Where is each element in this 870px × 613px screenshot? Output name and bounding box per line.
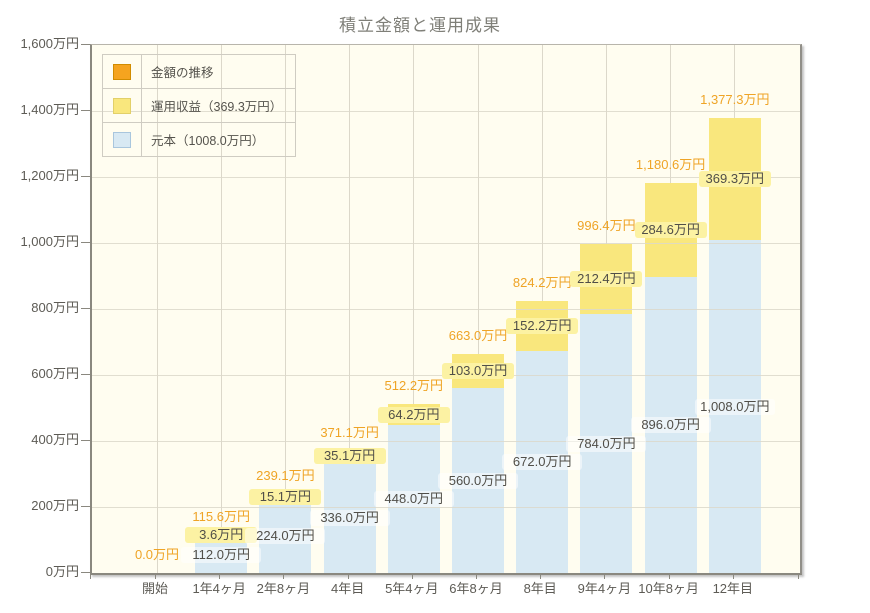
plot-area: 0.0万円 115.6万円 3.6万円 112.0万円 239.1万円 15.1万円 224… bbox=[90, 44, 802, 575]
x-axis-label: 12年目 bbox=[712, 581, 754, 596]
legend-swatch-cell bbox=[103, 89, 142, 122]
legend-swatch-cell bbox=[103, 55, 142, 88]
x-axis-label: 開始 bbox=[141, 581, 168, 596]
principal-value-label: 336.0万円 bbox=[309, 509, 390, 526]
y-axis-tick bbox=[81, 43, 90, 45]
y-axis-label: 400万円 bbox=[31, 432, 79, 447]
x-axis-label: 10年8ヶ月 bbox=[638, 581, 699, 596]
h-gridline bbox=[92, 111, 800, 112]
profit-value-label: 35.1万円 bbox=[313, 448, 386, 465]
legend-row: 運用収益（369.3万円） bbox=[103, 89, 295, 123]
profit-value-label: 103.0万円 bbox=[442, 363, 514, 380]
y-axis-label: 1,000万円 bbox=[20, 234, 79, 249]
y-axis-label: 1,600万円 bbox=[20, 36, 79, 51]
x-axis-tick bbox=[668, 574, 670, 579]
legend: 金額の推移運用収益（369.3万円） 元本（1008.0万円） bbox=[102, 54, 296, 157]
y-axis-label: 1,200万円 bbox=[20, 168, 79, 183]
y-axis-tick bbox=[81, 307, 90, 309]
x-axis-label: 2年8ヶ月 bbox=[256, 581, 311, 596]
x-axis-label: 9年4ヶ月 bbox=[577, 581, 632, 596]
h-gridline bbox=[92, 243, 800, 244]
x-axis-tick bbox=[798, 574, 799, 579]
x-axis-tick bbox=[411, 574, 413, 579]
y-axis-tick bbox=[81, 505, 90, 507]
principal-value-label: 224.0万円 bbox=[245, 528, 326, 545]
legend-swatch-cell bbox=[103, 123, 142, 156]
h-gridline bbox=[92, 441, 800, 442]
y-axis-tick bbox=[81, 241, 90, 243]
principal-value-label: 112.0万円 bbox=[181, 546, 262, 563]
y-axis-tick bbox=[81, 571, 90, 573]
y-axis-label: 600万円 bbox=[31, 366, 79, 381]
x-axis-label: 1年4ヶ月 bbox=[192, 581, 246, 596]
h-gridline bbox=[92, 507, 800, 508]
x-axis-tick bbox=[732, 574, 734, 579]
y-axis-tick bbox=[81, 373, 90, 375]
total-value-label: 239.1万円 bbox=[256, 468, 315, 484]
legend-row: 元本（1008.0万円） bbox=[103, 123, 295, 156]
x-axis-tick bbox=[219, 574, 221, 579]
total-value-label: 1,180.6万円 bbox=[635, 157, 706, 173]
x-axis-tick bbox=[283, 574, 285, 579]
profit-value-label: 15.1万円 bbox=[249, 488, 322, 505]
x-axis-tick bbox=[347, 574, 349, 579]
total-value-label: 996.4万円 bbox=[577, 218, 636, 234]
legend-label: 運用収益（369.3万円） bbox=[151, 100, 283, 114]
total-value-label: 663.0万円 bbox=[448, 328, 508, 344]
x-axis-tick bbox=[604, 574, 606, 579]
total-value-label: 1,377.3万円 bbox=[700, 92, 770, 108]
legend-swatch bbox=[113, 131, 131, 148]
legend-swatch bbox=[113, 97, 131, 114]
legend-label: 元本（1008.0万円） bbox=[151, 134, 265, 148]
profit-value-label: 284.6万円 bbox=[634, 222, 707, 239]
total-value-label: 115.6万円 bbox=[192, 508, 250, 524]
x-axis-tick bbox=[90, 574, 91, 579]
principal-value-label: 560.0万円 bbox=[438, 472, 518, 489]
chart-title: 積立金額と運用成果 bbox=[339, 16, 501, 35]
profit-value-label: 64.2万円 bbox=[377, 406, 450, 423]
y-axis-tick bbox=[81, 439, 90, 441]
h-gridline bbox=[92, 309, 800, 310]
total-value-label: 512.2万円 bbox=[384, 377, 444, 393]
principal-value-label: 672.0万円 bbox=[502, 454, 583, 471]
y-axis-label: 800万円 bbox=[31, 300, 79, 315]
y-axis-label: 1,400万円 bbox=[20, 102, 79, 117]
profit-value-label: 3.6万円 bbox=[185, 527, 258, 544]
y-axis-label: 0万円 bbox=[45, 564, 79, 579]
total-value-label: 0.0万円 bbox=[134, 547, 180, 562]
profit-value-label: 369.3万円 bbox=[698, 171, 771, 188]
profit-value-label: 152.2万円 bbox=[506, 318, 579, 335]
y-axis-label: 200万円 bbox=[31, 498, 79, 513]
h-gridline bbox=[92, 177, 800, 178]
x-axis-label: 5年4ヶ月 bbox=[385, 581, 439, 596]
legend-swatch bbox=[113, 63, 131, 80]
x-axis-tick bbox=[155, 574, 156, 579]
x-axis-tick bbox=[540, 574, 542, 579]
principal-value-label: 896.0万円 bbox=[630, 417, 711, 434]
legend-label: 金額の推移 bbox=[151, 66, 214, 80]
total-value-label: 824.2万円 bbox=[512, 275, 572, 290]
x-axis-label: 8年目 bbox=[523, 581, 557, 596]
y-axis-tick bbox=[81, 109, 90, 111]
total-value-label: 371.1万円 bbox=[320, 424, 379, 440]
x-axis-label: 4年目 bbox=[330, 581, 365, 596]
profit-value-label: 212.4万円 bbox=[570, 271, 643, 288]
legend-row: 金額の推移 bbox=[103, 55, 295, 89]
x-axis-tick bbox=[476, 574, 477, 579]
principal-value-label: 784.0万円 bbox=[566, 435, 647, 452]
principal-value-label: 448.0万円 bbox=[373, 491, 454, 508]
principal-value-label: 1,008.0万円 bbox=[694, 398, 775, 415]
x-axis-label: 6年8ヶ月 bbox=[449, 581, 503, 596]
y-axis-tick bbox=[81, 175, 90, 177]
